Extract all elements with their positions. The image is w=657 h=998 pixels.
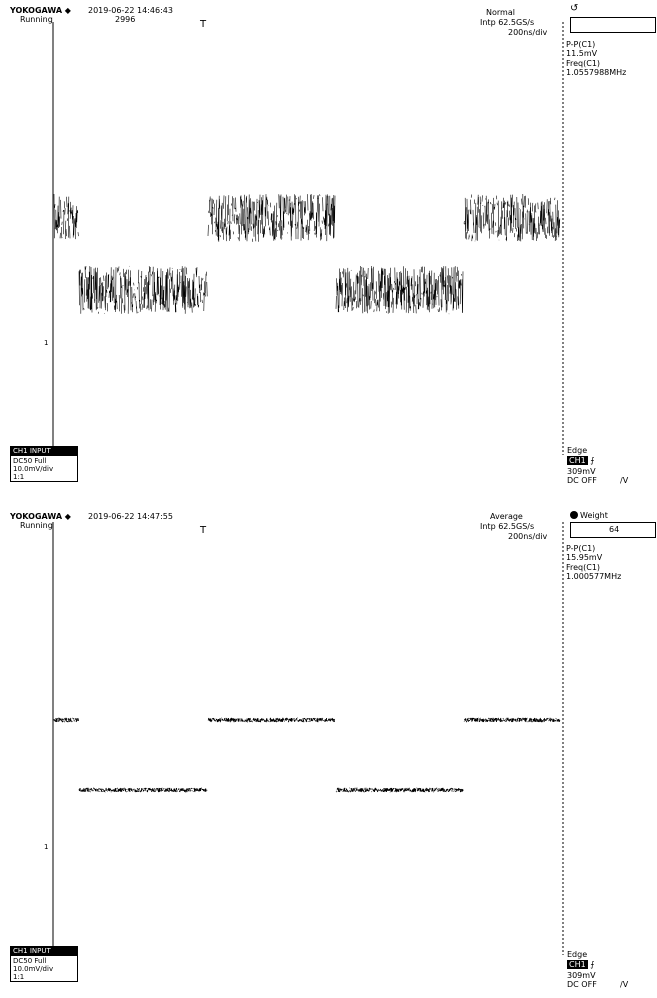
channel-coupling: DC50 Full — [13, 457, 47, 465]
channel-info-box[interactable]: CH1 INPUT DC50 Full 10.0mV/div 1:1 — [10, 446, 78, 482]
measure-name-1: P-P(C1) — [566, 40, 596, 49]
trigger-slope-icon: /V — [620, 980, 629, 989]
channel-info-box[interactable]: CH1 INPUT DC50 Full 10.0mV/div 1:1 — [10, 946, 78, 982]
rising-edge-icon: ⨍ — [590, 960, 595, 969]
record-rate-label: Intp 62.5GS/s — [480, 522, 535, 531]
rising-edge-icon: ⨍ — [590, 456, 595, 465]
measure-value-1: 15.95mV — [566, 553, 603, 562]
record-rate-label: Intp 62.5GS/s — [480, 18, 535, 27]
scope-screen-normal: YOKOGAWA ◆ 2019-06-22 14:46:43 Running 2… — [0, 0, 657, 498]
acq-mode-label: Normal — [486, 8, 515, 17]
measure-name-2: Freq(C1) — [566, 59, 601, 68]
channel-probe: 1:1 — [13, 973, 25, 981]
trigger-coupling-label: DC OFF — [567, 980, 597, 989]
scope-screen-average: YOKOGAWA ◆ 2019-06-22 14:47:55 Running T… — [0, 500, 657, 998]
measure-value-2: 1.000577MHz — [566, 572, 622, 581]
channel-probe: 1:1 — [13, 473, 25, 481]
channel-header: CH1 INPUT — [11, 947, 77, 956]
waveform-display — [52, 22, 564, 455]
channel-scale: 10.0mV/div — [13, 965, 54, 973]
timebase-label: 200ns/div — [508, 28, 548, 37]
weight-label-row: Weight — [570, 511, 608, 520]
waveform-display — [52, 522, 564, 955]
acq-mode-label: Average — [490, 512, 523, 521]
trigger-type-label: Edge — [567, 446, 588, 455]
datetime-label: 2019-06-22 14:46:43 — [88, 6, 173, 15]
measure-value-2: 1.0557988MHz — [566, 68, 627, 77]
acq-value-text: 64 — [609, 525, 620, 534]
ground-level-marker: 1 — [44, 843, 49, 851]
ground-level-marker: 1 — [44, 339, 49, 347]
brand-label: YOKOGAWA ◆ — [10, 6, 71, 15]
trigger-source-label: CH1 — [567, 456, 588, 465]
weight-label: Weight — [580, 511, 608, 520]
noisy-square-wave-trace — [53, 193, 561, 315]
waveform-path — [53, 717, 561, 793]
acq-value-box[interactable]: 64 — [570, 522, 656, 538]
undo-icon[interactable]: ↺ — [570, 3, 579, 14]
run-state-label: Running — [20, 521, 53, 530]
channel-header: CH1 INPUT — [11, 447, 77, 456]
datetime-label: 2019-06-22 14:47:55 — [88, 512, 173, 521]
trigger-level-label: 309mV — [567, 467, 596, 476]
trigger-type-label: Edge — [567, 950, 588, 959]
measure-name-2: Freq(C1) — [566, 563, 601, 572]
trigger-source-row: CH1 ⨍ — [567, 960, 594, 969]
measure-name-1: P-P(C1) — [566, 544, 596, 553]
acq-count-label: 2996 — [115, 15, 136, 24]
trigger-source-row: CH1 ⨍ — [567, 456, 594, 465]
measure-value-1: 11.5mV — [566, 49, 598, 58]
trigger-position-marker[interactable]: T — [200, 19, 207, 30]
waveform-path — [53, 193, 561, 315]
trigger-level-label: 309mV — [567, 971, 596, 980]
timebase-label: 200ns/div — [508, 532, 548, 541]
channel-scale: 10.0mV/div — [13, 465, 54, 473]
trigger-coupling-label: DC OFF — [567, 476, 597, 485]
trigger-position-marker[interactable]: T — [200, 525, 207, 536]
run-state-label: Running — [20, 15, 53, 24]
averaged-square-wave-trace — [53, 717, 561, 793]
weight-bullet-icon — [570, 511, 578, 519]
channel-coupling: DC50 Full — [13, 957, 47, 965]
trigger-source-label: CH1 — [567, 960, 588, 969]
brand-label: YOKOGAWA ◆ — [10, 512, 71, 521]
acq-value-box[interactable] — [570, 17, 656, 33]
trigger-slope-icon: /V — [620, 476, 629, 485]
